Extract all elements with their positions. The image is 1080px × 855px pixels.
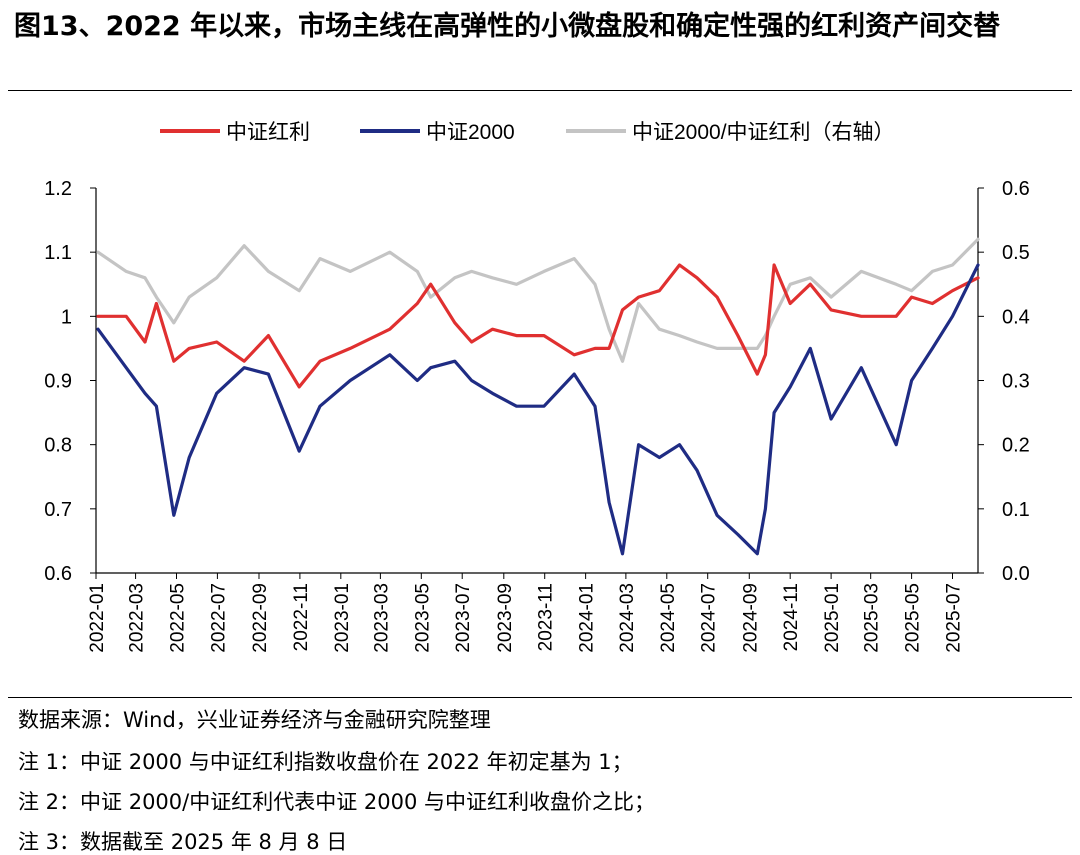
x-tick-label: 2023-11 (536, 583, 557, 651)
note-1: 注 1：中证 2000 与中证红利指数收盘价在 2022 年初定基为 1； (18, 750, 633, 774)
legend-label: 中证红利 (226, 121, 310, 144)
left-tick-label: 0.9 (44, 371, 72, 393)
x-tick-label: 2023-01 (332, 583, 353, 653)
x-tick-label: 2024-07 (699, 583, 720, 653)
left-tick-label: 1.2 (44, 178, 72, 200)
x-tick-label: 2025-05 (903, 583, 924, 653)
x-tick-label: 2022-11 (291, 583, 312, 651)
axes (90, 187, 984, 579)
legend-item-ratio: 中证2000/中证红利（右轴） (566, 121, 895, 144)
right-tick-label: 0.2 (1002, 435, 1030, 457)
x-tick-label: 2024-09 (740, 583, 761, 653)
x-tick-label: 2022-03 (127, 583, 148, 653)
x-tick-label: 2023-03 (371, 583, 392, 653)
x-tick-label: 2022-07 (208, 583, 229, 653)
tick-labels: 0.6 0.7 0.8 0.9 1 1.1 1.2 0.0 0.1 0.2 0.3 0.4 0.5 0.6… (44, 178, 1030, 653)
legend-label: 中证2000 (426, 121, 515, 144)
x-tick-label: 2023-05 (412, 583, 433, 653)
right-tick-label: 0.6 (1002, 178, 1030, 200)
ratio-line (96, 237, 980, 363)
right-tick-label: 0.4 (1002, 306, 1030, 328)
note-3: 注 3：数据截至 2025 年 8 月 8 日 (18, 830, 348, 854)
left-tick-label: 1.1 (44, 242, 72, 264)
x-tick-label: 2023-09 (495, 583, 516, 653)
right-tick-label: 0.0 (1002, 563, 1030, 585)
x-tick-label: 2024-05 (658, 583, 679, 653)
left-tick-label: 1 (61, 306, 72, 328)
source-note: 数据来源：Wind，兴业证券经济与金融研究院整理 (18, 708, 491, 732)
x-tick-label: 2024-11 (781, 583, 802, 651)
x-tick-label: 2024-03 (617, 583, 638, 653)
legend-item-csi2000: 中证2000 (360, 121, 515, 144)
right-tick-label: 0.1 (1002, 499, 1030, 521)
legend-label: 中证2000/中证红利（右轴） (632, 121, 895, 144)
right-tick-label: 0.5 (1002, 242, 1030, 264)
right-tick-label: 0.3 (1002, 371, 1030, 393)
legend-item-dividend: 中证红利 (160, 121, 310, 144)
figure-title: 图13、2022 年以来，市场主线在高弹性的小微盘股和确定性强的红利资产间交替 (14, 11, 1001, 42)
notes-rule (8, 697, 1072, 698)
x-tick-label: 2025-03 (862, 583, 883, 653)
left-tick-label: 0.6 (44, 563, 72, 585)
chart: 中证红利 中证2000 中证2000/中证红利（右轴） 0.6 0.7 0.8 0.9 1 1… (44, 121, 1030, 653)
x-tick-label: 2022-09 (250, 583, 271, 653)
x-tick-label: 2025-01 (822, 583, 843, 653)
x-tick-label: 2023-07 (453, 583, 474, 653)
dividend-line (96, 263, 980, 389)
x-tick-label: 2025-07 (944, 583, 965, 653)
x-tick-label: 2022-05 (167, 583, 188, 653)
left-tick-label: 0.8 (44, 435, 72, 457)
title-rule (8, 90, 1072, 91)
note-2: 注 2：中证 2000/中证红利代表中证 2000 与中证红利收盘价之比； (18, 790, 656, 814)
x-tick-label: 2022-01 (87, 583, 108, 653)
x-tick-label: 2024-01 (577, 583, 598, 653)
csi2000-line (96, 263, 980, 556)
left-tick-label: 0.7 (44, 499, 72, 521)
series-lines (96, 237, 980, 556)
legend: 中证红利 中证2000 中证2000/中证红利（右轴） (160, 121, 895, 144)
